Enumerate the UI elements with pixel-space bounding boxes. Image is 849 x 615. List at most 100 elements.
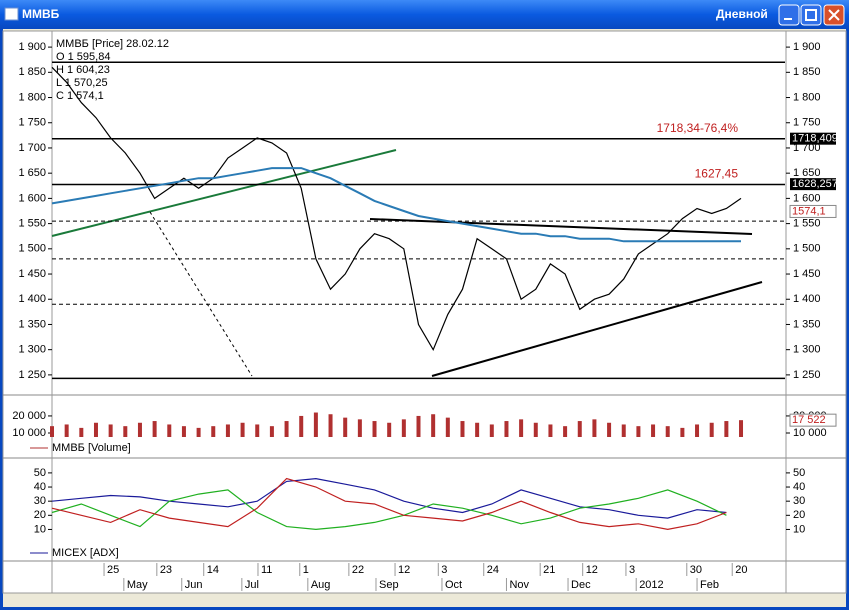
volume-bar (401, 419, 406, 437)
value-marker-label: 17 522 (792, 414, 826, 426)
volume-bar (167, 424, 172, 437)
y2-tick-label: 1 750 (793, 117, 821, 129)
y-tick-label: 1 300 (18, 344, 46, 356)
y2-tick-label: 1 600 (793, 192, 821, 204)
series-line (51, 477, 727, 519)
volume-bar (724, 421, 729, 437)
panel-title: ММВБ [Volume] (52, 442, 131, 454)
series-line (51, 489, 727, 531)
y2-tick-label: 1 250 (793, 369, 821, 381)
volume-bar (431, 414, 436, 437)
y-tick-label: 1 700 (18, 142, 46, 154)
time-label: 23 (160, 564, 172, 576)
y-tick-label: 20 000 (12, 410, 46, 422)
y-tick-label: 10 000 (12, 427, 46, 439)
series-line (51, 66, 742, 352)
volume-bar (636, 426, 641, 437)
volume-bar (519, 419, 524, 437)
volume-bar (108, 424, 113, 437)
y2-tick-label: 1 700 (793, 142, 821, 154)
trend-line (149, 211, 253, 377)
volume-bar (445, 417, 450, 437)
legend-line: L 1 570,25 (56, 77, 108, 89)
time-label: 3 (441, 564, 447, 576)
volume-bar (152, 421, 157, 437)
volume-bar (665, 426, 670, 437)
volume-bar (533, 422, 538, 437)
volume-bar (240, 422, 245, 437)
value-marker (790, 132, 836, 145)
volume-bar (123, 426, 128, 437)
volume-bar (709, 422, 714, 437)
series-line (51, 167, 741, 243)
close-glyph (828, 9, 840, 21)
time-label: 2012 (639, 579, 663, 591)
series-line (51, 477, 727, 531)
y2-tick-label: 1 500 (793, 243, 821, 255)
maximize-button[interactable] (800, 4, 822, 26)
y2-tick-label: 1 550 (793, 218, 821, 230)
volume-bar (269, 426, 274, 437)
y-tick-label: 1 800 (18, 91, 46, 103)
time-label: May (127, 579, 148, 591)
value-marker-label: 1628,257 (792, 178, 838, 190)
volume-bar (504, 421, 509, 437)
volume-bar (211, 426, 216, 437)
y-tick-label: 10 (34, 523, 46, 535)
window-title: ММВБ (22, 7, 60, 21)
time-label: 22 (352, 564, 364, 576)
trend-line (431, 281, 763, 377)
y-tick-label: 1 500 (18, 243, 46, 255)
volume-bar (328, 414, 333, 437)
y-tick-label: 1 550 (18, 218, 46, 230)
time-label: Feb (700, 579, 719, 591)
window-icon (4, 7, 19, 21)
time-label: Jun (185, 579, 203, 591)
time-label: 12 (586, 564, 598, 576)
volume-bar (548, 424, 553, 437)
volume-bar (475, 422, 480, 437)
time-label: Oct (445, 579, 462, 591)
time-label: 1 (303, 564, 309, 576)
time-label: 3 (629, 564, 635, 576)
time-label: Jul (245, 579, 259, 591)
y-tick-label: 20 (34, 509, 46, 521)
time-label: 20 (735, 564, 747, 576)
y2-tick-label: 1 350 (793, 318, 821, 330)
y2-tick-label: 20 (793, 509, 805, 521)
minimize-button[interactable] (778, 4, 800, 26)
volume-bar (563, 426, 568, 437)
volume-bar (460, 421, 465, 437)
volume-bar (592, 419, 597, 437)
time-label: Nov (509, 579, 529, 591)
value-marker (790, 178, 836, 191)
trend-line (51, 149, 397, 237)
legend-line: H 1 604,23 (56, 64, 110, 76)
volume-bar (225, 424, 230, 437)
panel-title: MICEX [ADX] (52, 547, 119, 559)
volume-bar (387, 422, 392, 437)
volume-bar (196, 427, 201, 437)
y2-tick-label: 40 (793, 481, 805, 493)
y-tick-label: 1 750 (18, 117, 46, 129)
y-tick-label: 30 (34, 495, 46, 507)
time-label: 11 (261, 564, 272, 576)
y2-tick-label: 10 000 (793, 427, 827, 439)
volume-bar (680, 427, 685, 437)
y-tick-label: 40 (34, 481, 46, 493)
volume-bar (489, 424, 494, 437)
volume-bar (181, 426, 186, 437)
time-label: 25 (107, 564, 119, 576)
time-label: 14 (207, 564, 219, 576)
volume-bar (577, 421, 582, 437)
maximize-glyph (805, 9, 817, 21)
value-marker-label: 1718,409 (792, 133, 838, 145)
volume-bar (255, 424, 260, 437)
y2-tick-label: 1 450 (793, 268, 821, 280)
volume-bar (50, 426, 54, 437)
chart-area (2, 30, 847, 594)
volume-bar (93, 422, 98, 437)
